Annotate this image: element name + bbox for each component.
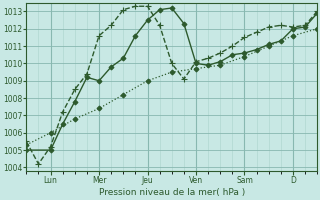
X-axis label: Pression niveau de la mer( hPa ): Pression niveau de la mer( hPa ): [99, 188, 245, 197]
